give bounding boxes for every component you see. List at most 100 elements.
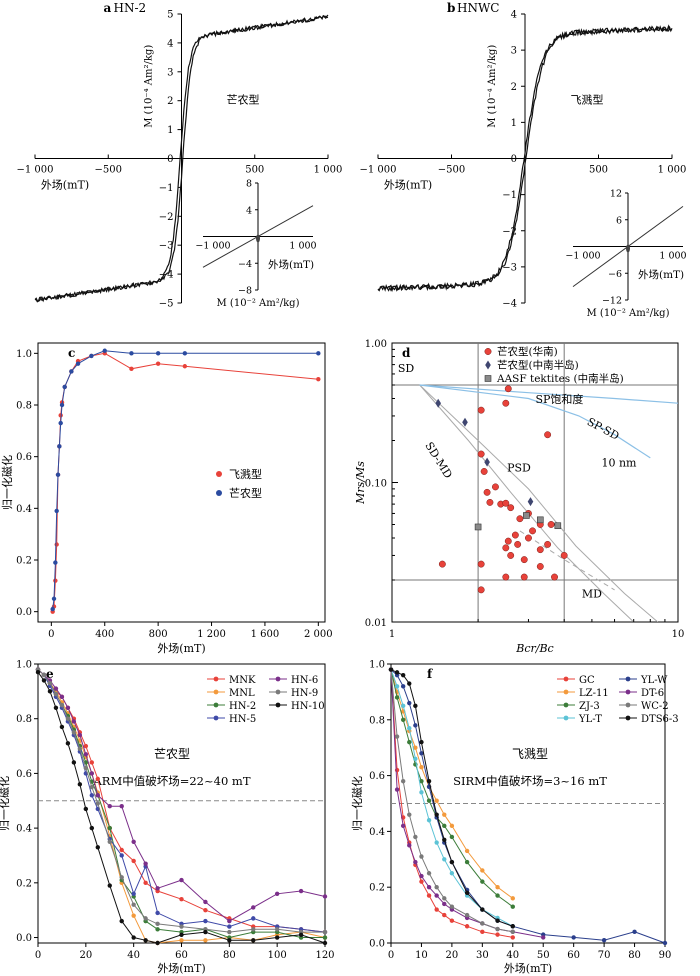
y-tick-label: 1 [511,118,517,129]
data-point [449,904,455,909]
data-point [464,859,470,865]
data-point [419,778,424,784]
region-label-sp-saturation: SP饱和度 [535,392,583,406]
x-tick-label: −1 000 [359,165,396,176]
data-point [434,840,439,845]
data-point [50,606,55,612]
data-point [316,351,321,356]
data-point [492,483,499,491]
data-point [525,534,532,542]
data-point [131,913,136,918]
data-point [464,912,470,918]
y-tick-label: 0.2 [369,883,385,894]
data-point [251,916,256,921]
data-point [435,398,441,408]
data-point [322,894,328,899]
legend-label: 芒农型 [229,486,262,500]
inset-x-tick-label: −1 000 [195,241,230,252]
data-point [462,417,468,427]
type-annotation: 芒农型 [154,746,190,761]
y-axis-label: 归一化磁化 [350,776,364,831]
data-point [71,719,77,724]
data-point [544,540,552,548]
x-axis-label: 外场(mT) [157,641,205,655]
legend-label: 飞溅型 [229,467,262,481]
panel-label: f [427,667,433,681]
x-tick-label: 30 [476,950,489,961]
data-point [400,684,406,689]
data-point [251,938,256,943]
data-point [155,886,160,891]
data-point [419,765,424,770]
y-tick-label: 1.0 [369,660,385,671]
x-tick-label: 100 [268,950,287,961]
data-point [464,890,470,895]
sd-md-curve-lower [419,384,635,622]
data-point [131,839,136,844]
median-field-note: ARM中值破坏场=22~40 mT [92,774,250,788]
series-line-0 [52,352,319,612]
data-point [203,918,208,924]
legend-marker [625,702,631,708]
data-point [480,868,485,873]
data-point [107,883,112,888]
legend-marker [484,375,492,382]
legend-marker [563,702,569,708]
y-axis-label: 归一化磁化 [0,455,14,510]
x-tick-label: 0 [35,950,41,961]
data-point [486,498,494,506]
y-tick-label: 0.2 [16,878,32,889]
y-tick-label: 1.0 [16,660,32,671]
x-axis-label: 外场(mT) [41,178,89,192]
legend-label: ZJ-3 [579,701,600,712]
data-point [54,542,59,547]
data-point [474,523,482,531]
data-point [507,551,515,559]
inset-x-tick-label: 1 000 [289,241,316,252]
y-tick-label: −5 [159,299,174,310]
panel-e: 0 20 40 60 80 100 120 0.0 0.2 0.4 0.6 0.8 1.0 外场(mT) 归… [0,660,335,976]
data-point [179,938,184,943]
data-point [442,901,447,907]
legend-marker [484,348,492,355]
data-point [69,369,74,374]
x-tick-label: 120 [315,950,334,961]
data-point [434,798,439,803]
data-point [601,938,607,943]
inset-y-tick-label: −8 [238,286,252,297]
y-tick-label: −1 [502,190,517,201]
data-point [400,717,406,722]
panel-label: a [104,1,112,15]
region-label-sp-sd: SP-SD [585,415,622,443]
legend-label: YL-W [640,675,668,686]
data-point [449,859,455,865]
data-point [477,560,485,568]
y-axis-label: M (10⁻⁴ Am²/kg) [144,45,155,128]
data-point [57,444,62,449]
legend-label: DTS6-3 [641,714,679,725]
x-axis-label: 外场(mT) [384,178,432,192]
y-tick-label: 0.8 [16,401,32,412]
legend-label: DT-6 [641,688,664,699]
data-point [510,935,515,940]
data-point [143,861,148,866]
data-point [89,760,95,765]
data-point [547,521,555,528]
data-point [480,929,485,935]
region-label-sd: SD [398,362,415,375]
x-tick-label: 50 [537,950,550,961]
data-point [426,818,432,823]
data-point [442,857,447,862]
sd-md-curve-upper [419,384,659,622]
x-tick-label: 1 600 [251,629,280,640]
legend-label: MNL [229,688,255,699]
legend-marker [563,715,569,721]
legend-marker [275,676,281,682]
data-point [89,353,94,359]
inset-y-tick-label: −6 [608,269,622,280]
data-point [55,472,61,477]
data-point [510,896,515,901]
data-point [502,399,510,407]
data-point [413,723,418,728]
region-label-10nm: 10 nm [601,457,637,470]
